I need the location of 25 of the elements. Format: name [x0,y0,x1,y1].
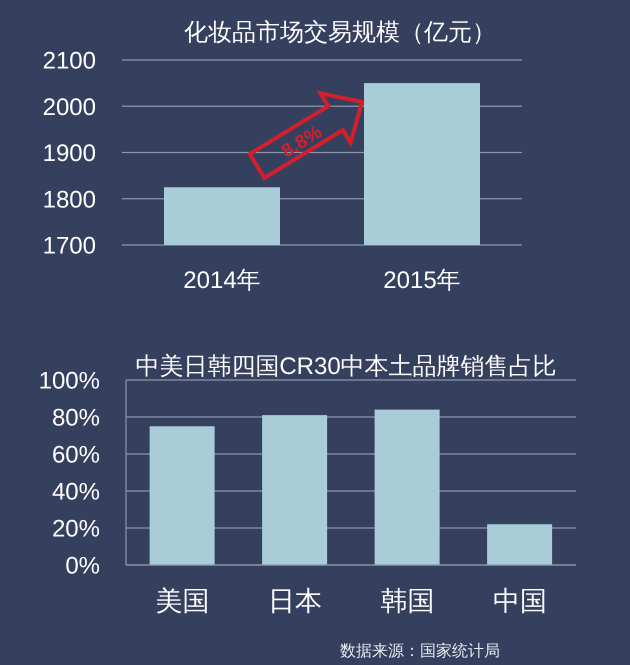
y-tick-label: 1900 [42,140,96,168]
y-tick-label: 40% [52,478,100,506]
bar [262,415,328,565]
chart-title: 中美日韩四国CR30中本土品牌销售占比 [135,352,557,382]
x-tick-label: 中国 [492,586,547,616]
annotation: 8.8% [278,122,326,162]
y-tick-label: 100% [38,368,100,395]
y-tick-label: 1700 [42,232,96,260]
x-tick-label: 2015年 [383,267,461,294]
x-tick-label: 2014年 [183,267,261,294]
y-tick-label: 60% [52,442,100,469]
y-tick-label: 20% [52,516,100,543]
x-tick-label: 日本 [268,586,322,616]
y-tick-label: 0% [65,552,100,580]
chart-title: 化妆品市场交易规模（亿元） [184,18,496,48]
bar [487,524,552,565]
bar [374,410,440,565]
y-tick-label: 2000 [42,94,96,121]
bar [150,426,215,565]
source-note: 数据来源：国家统计局 [340,642,500,662]
x-tick-label: 韩国 [380,586,434,616]
x-tick-label: 美国 [155,586,210,616]
y-tick-label: 80% [52,404,100,432]
y-tick-label: 2100 [42,48,96,75]
y-tick-label: 1800 [42,186,96,214]
